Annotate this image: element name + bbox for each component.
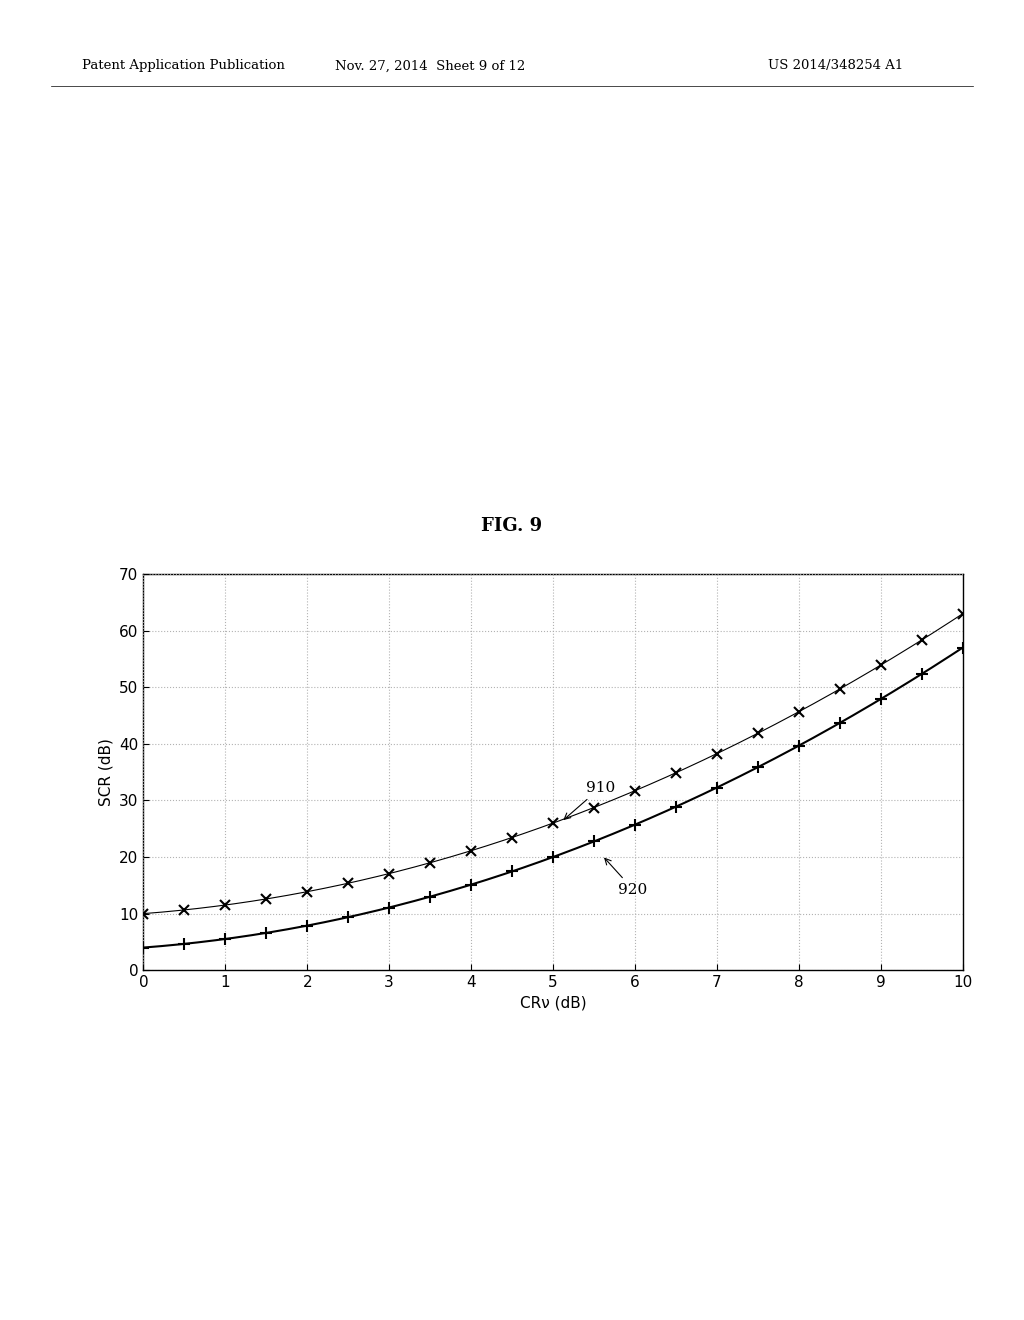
Text: US 2014/348254 A1: US 2014/348254 A1 [768,59,903,73]
Y-axis label: SCR (dB): SCR (dB) [98,738,114,807]
Text: 920: 920 [605,858,648,896]
Text: Nov. 27, 2014  Sheet 9 of 12: Nov. 27, 2014 Sheet 9 of 12 [335,59,525,73]
X-axis label: CRν (dB): CRν (dB) [519,995,587,1011]
Text: 910: 910 [564,781,615,820]
Text: Patent Application Publication: Patent Application Publication [82,59,285,73]
Text: FIG. 9: FIG. 9 [481,516,543,535]
